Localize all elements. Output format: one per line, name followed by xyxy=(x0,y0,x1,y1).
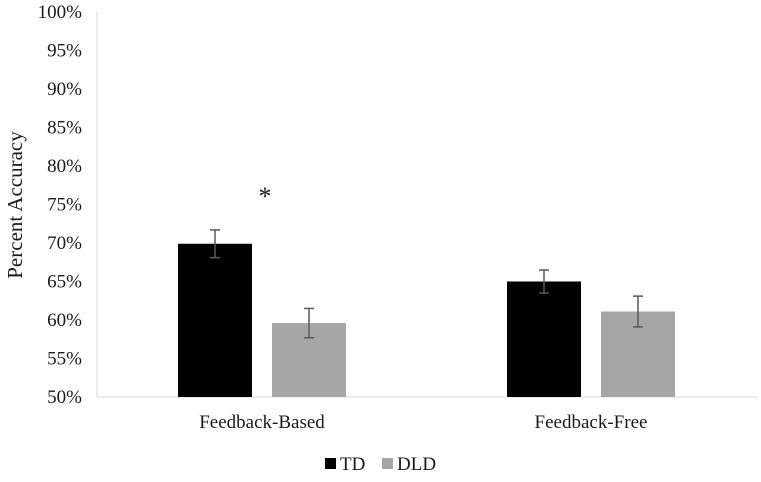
x-category-label: Feedback-Free xyxy=(535,412,648,433)
y-tick-label: 95% xyxy=(47,41,82,62)
error-bars xyxy=(210,229,643,339)
legend-swatch-td xyxy=(325,458,336,469)
x-category-label: Feedback-Based xyxy=(199,412,325,433)
x-axis-categories: Feedback-Based Feedback-Free xyxy=(199,412,647,433)
y-tick-label: 50% xyxy=(47,387,82,408)
y-tick-label: 75% xyxy=(47,195,82,216)
annotations: * xyxy=(259,182,272,211)
y-tick-label: 65% xyxy=(47,272,82,293)
y-tick-label: 70% xyxy=(47,233,82,254)
legend: TD DLD xyxy=(325,454,436,475)
bars xyxy=(178,243,675,397)
y-axis-label: Percent Accuracy xyxy=(3,131,27,279)
legend-label-dld: DLD xyxy=(397,454,436,475)
bar-td-2 xyxy=(507,281,581,397)
y-tick-label: 55% xyxy=(47,349,82,370)
y-axis: 50% 55% 60% 65% 70% 75% 80% 85% 90% 95% 100% xyxy=(38,2,83,408)
y-tick-label: 80% xyxy=(47,156,82,177)
significance-asterisk: * xyxy=(259,182,272,211)
legend-swatch-dld xyxy=(382,458,393,469)
bar-td-1 xyxy=(178,243,252,397)
y-tick-label: 90% xyxy=(47,79,82,100)
legend-label-td: TD xyxy=(340,454,365,475)
y-tick-label: 100% xyxy=(38,2,83,23)
y-tick-label: 60% xyxy=(47,310,82,331)
y-tick-label: 85% xyxy=(47,118,82,139)
